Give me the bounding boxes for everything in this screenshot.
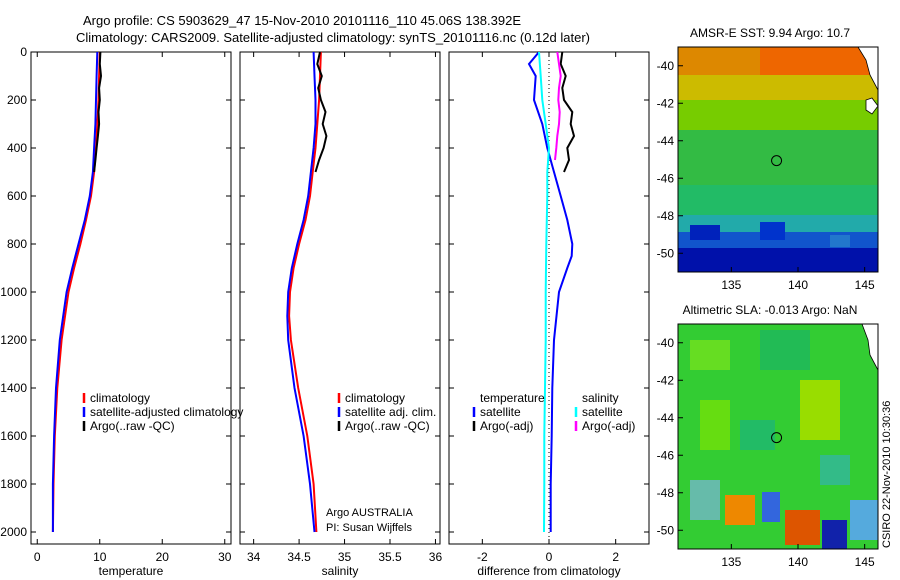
series-line-1-2 xyxy=(314,52,328,173)
legend-sal-satellite: satellite adj. clim. xyxy=(345,405,436,419)
plot-frame-1 xyxy=(239,51,441,545)
map-y-tick-label: -46 xyxy=(657,171,675,185)
legend-diff-sal-argo: Argo(-adj) xyxy=(582,419,635,433)
map-y-tick-label: -50 xyxy=(657,523,675,537)
series-line-2-2 xyxy=(538,52,551,533)
map-x-tick-label: 135 xyxy=(721,278,741,292)
y-tick-label: 1800 xyxy=(0,477,27,491)
map-y-tick-label: -48 xyxy=(657,209,675,223)
y-tick-label: 1400 xyxy=(0,381,27,395)
y-tick-label: 2000 xyxy=(0,525,27,539)
series-line-2-3 xyxy=(554,52,562,161)
legend-diff-sal-satellite: satellite xyxy=(582,405,623,419)
float-position-marker xyxy=(771,155,783,167)
float-label-line1: Argo AUSTRALIA xyxy=(326,507,413,519)
x-tick-label: 35.5 xyxy=(378,550,402,564)
legend-diff-sal-header: salinity xyxy=(582,391,619,405)
map-y-tick-label: -46 xyxy=(657,448,675,462)
series-line-1-1 xyxy=(286,52,317,533)
x-tick-label: 2 xyxy=(612,550,619,564)
x-tick-label: -2 xyxy=(477,550,488,564)
x-tick-label: 30 xyxy=(218,550,232,564)
map-y-tick-label: -42 xyxy=(657,96,675,110)
map-title: AMSR-E SST: 9.94 Argo: 10.7 xyxy=(690,26,850,40)
x-tick-label: 36 xyxy=(429,550,443,564)
map-x-tick-label: 145 xyxy=(855,555,875,569)
x-axis-label: temperature xyxy=(99,564,164,578)
x-tick-label: 20 xyxy=(156,550,170,564)
plot-frame-0 xyxy=(30,51,232,545)
x-axis-label: salinity xyxy=(322,564,359,578)
x-tick-label: 35 xyxy=(338,550,352,564)
x-tick-label: 34 xyxy=(247,550,261,564)
profile-plots: 0 10 20 30temperature0200400600800100012001… xyxy=(0,26,879,578)
x-tick-label: 0 xyxy=(34,550,41,564)
y-tick-label: 800 xyxy=(7,237,27,251)
float-label-line2: PI: Susan Wijffels xyxy=(326,522,412,534)
legend-diff-temp-satellite: satellite xyxy=(480,405,521,419)
map-x-tick-label: 140 xyxy=(788,278,808,292)
series-group-0 xyxy=(51,52,103,533)
legend-sal-argo: Argo(..raw -QC) xyxy=(345,419,430,433)
map-y-tick-label: -48 xyxy=(657,486,675,500)
legend-sal-climatology: climatology xyxy=(345,391,405,405)
y-tick-label: 400 xyxy=(7,141,27,155)
x-axis-label: difference from climatology xyxy=(477,564,620,578)
legend-temp-argo: Argo(..raw -QC) xyxy=(90,419,175,433)
map-x-tick-label: 145 xyxy=(855,278,875,292)
sst-map-field xyxy=(678,47,878,272)
x-tick-label: 0 xyxy=(546,550,553,564)
y-tick-label: 1600 xyxy=(0,429,27,443)
map-title: Altimetric SLA: -0.013 Argo: NaN xyxy=(683,303,858,317)
legend-diff-temp-header: temperature xyxy=(480,391,545,405)
map-x-tick-label: 135 xyxy=(721,555,741,569)
y-tick-label: 1200 xyxy=(0,333,27,347)
map-y-tick-label: -42 xyxy=(657,373,675,387)
legend-diff-temp-argo: Argo(-adj) xyxy=(480,419,533,433)
figure-title-line1: Argo profile: CS 5903629_47 15-Nov-2010 … xyxy=(83,13,521,28)
y-tick-label: 200 xyxy=(7,93,27,107)
x-tick-label: 34.5 xyxy=(287,550,311,564)
series-line-1-0 xyxy=(288,52,322,533)
series-line-0-1 xyxy=(51,52,99,532)
figure-title-line2: Climatology: CARS2009. Satellite-adjuste… xyxy=(76,30,590,45)
legend-temp-climatology: climatology xyxy=(90,391,150,405)
float-position-marker xyxy=(771,432,783,444)
legend-temp-satellite: satellite-adjusted climatology xyxy=(90,405,243,419)
series-group-1 xyxy=(286,52,328,533)
side-label: CSIRO 22-Nov-2010 10:30:36 xyxy=(881,401,893,548)
map-y-tick-label: -40 xyxy=(657,336,675,350)
x-tick-label: 10 xyxy=(93,550,107,564)
series-line-0-2 xyxy=(93,52,103,173)
y-tick-label: 1000 xyxy=(0,285,27,299)
map-y-tick-label: -44 xyxy=(657,134,675,148)
map-frame-1 xyxy=(677,323,879,550)
sla-map-field xyxy=(678,324,878,549)
series-group-2 xyxy=(527,52,576,533)
series-line-2-0 xyxy=(527,52,574,532)
map-x-tick-label: 140 xyxy=(788,555,808,569)
y-tick-label: 0 xyxy=(20,45,27,59)
plot-frame-2 xyxy=(448,51,650,545)
map-y-tick-label: -50 xyxy=(657,246,675,260)
y-tick-label: 600 xyxy=(7,189,27,203)
series-line-2-1 xyxy=(559,52,576,173)
map-frame-0 xyxy=(677,46,879,273)
map-y-tick-label: -40 xyxy=(657,59,675,73)
map-y-tick-label: -44 xyxy=(657,411,675,425)
